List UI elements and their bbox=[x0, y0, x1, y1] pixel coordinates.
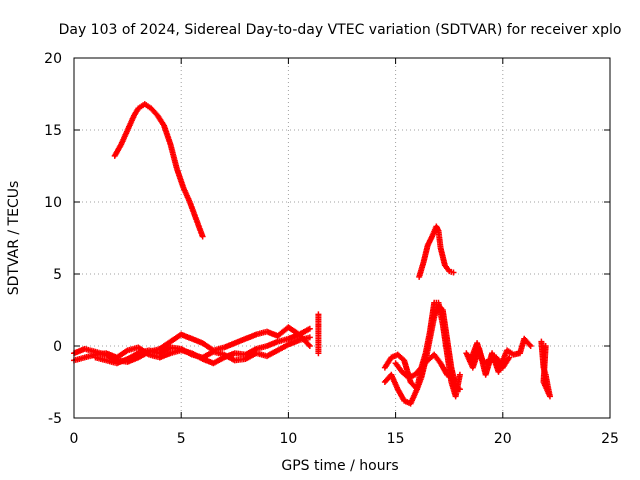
x-tick-label: 25 bbox=[601, 431, 619, 447]
x-tick-label: 0 bbox=[70, 431, 79, 447]
marker-group bbox=[467, 340, 513, 371]
marker-group bbox=[111, 101, 206, 240]
y-tick-label: 5 bbox=[53, 267, 62, 283]
x-axis-label: GPS time / hours bbox=[281, 458, 398, 474]
series-isolated-points bbox=[315, 311, 322, 357]
series-late-band-b bbox=[381, 299, 463, 407]
marker-group bbox=[416, 223, 457, 280]
y-tick-label: 10 bbox=[44, 195, 62, 211]
grid-lines bbox=[74, 58, 610, 418]
x-tick-label: 5 bbox=[177, 431, 186, 447]
series-late-band-e bbox=[467, 340, 513, 371]
data-points bbox=[71, 101, 553, 407]
y-axis-label: SDTVAR / TECUs bbox=[6, 181, 22, 296]
x-tick-label: 10 bbox=[279, 431, 297, 447]
y-tick-label: 20 bbox=[44, 51, 62, 67]
series-low-band-c bbox=[92, 334, 313, 367]
y-tick-label: -5 bbox=[48, 411, 62, 427]
marker-group bbox=[392, 351, 457, 383]
marker-group bbox=[381, 299, 463, 407]
series-late-band-c bbox=[392, 351, 457, 383]
marker-group bbox=[315, 311, 322, 357]
y-tick-label: 0 bbox=[53, 339, 62, 355]
x-tick-label: 20 bbox=[494, 431, 512, 447]
marker-group bbox=[538, 338, 553, 400]
plot-frame bbox=[73, 57, 611, 419]
y-tick-label: 15 bbox=[44, 123, 62, 139]
x-tick-label: 15 bbox=[387, 431, 405, 447]
chart-title: Day 103 of 2024, Sidereal Day-to-day VTE… bbox=[59, 22, 622, 38]
axis-ticks: 0 5 10 15 20 25 -5 0 5 10 15 20 bbox=[44, 51, 619, 447]
series-end-points bbox=[538, 338, 553, 400]
series-arc-2 bbox=[416, 223, 457, 280]
series-arc-1 bbox=[111, 101, 206, 240]
marker-group bbox=[92, 334, 313, 367]
